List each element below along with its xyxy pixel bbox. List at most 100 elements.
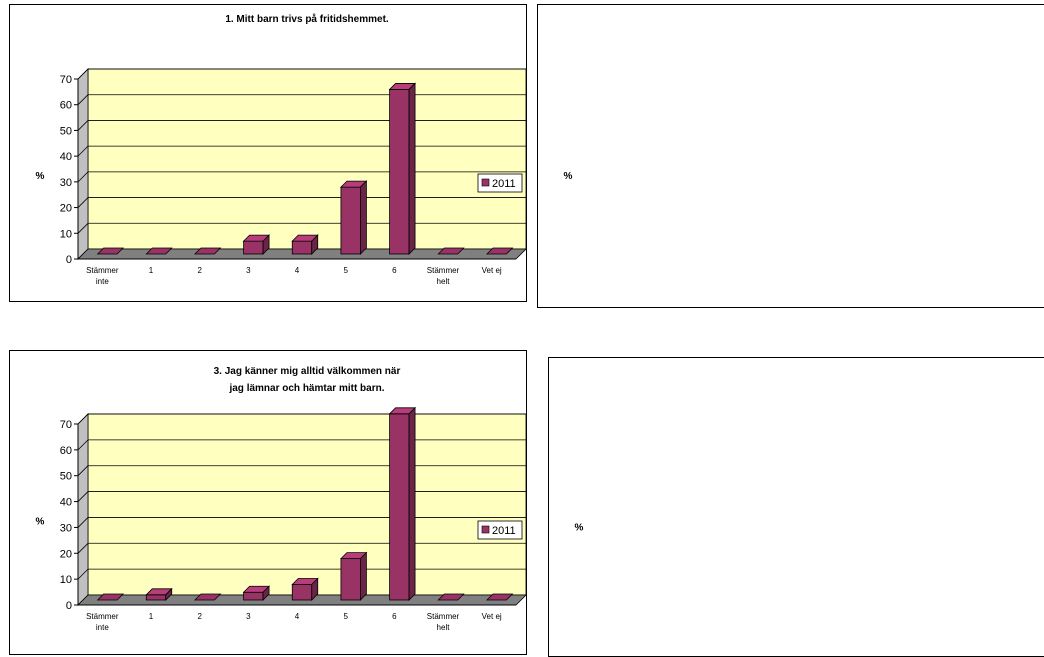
y-tick-label: 40 [60, 151, 72, 163]
x-tick-label: 1 [149, 266, 154, 275]
gridline-side [77, 439, 89, 451]
y-tick-label: 30 [60, 177, 72, 189]
gridline-side [77, 68, 89, 80]
chart-panel-4: 010203040506070%Stämmerinte123456Stämmer… [548, 357, 1044, 657]
y-tick-label: 50 [60, 471, 72, 483]
chart-2-svg: 010203040506070%Stämmerinte123456Stämmer… [564, 171, 573, 182]
legend-swatch [481, 178, 490, 187]
y-tick-label: 40 [60, 497, 72, 509]
x-tick-label: 3 [246, 266, 251, 275]
x-tick-label: Stämmer [427, 612, 460, 621]
gridline-side [77, 517, 89, 528]
y-tick-label: 60 [60, 100, 72, 112]
plot-back-wall [87, 68, 526, 250]
x-tick-label: inte [96, 623, 109, 632]
bar-zero [96, 593, 125, 601]
y-tick-label: 60 [60, 445, 72, 457]
legend-label: 2011 [492, 178, 516, 190]
x-tick-label: Stämmer [427, 266, 460, 275]
gridline-side [77, 413, 89, 425]
bar-side [408, 406, 416, 601]
x-tick-label: Vet ej [482, 612, 502, 621]
bar [291, 584, 313, 601]
y-axis-label: % [36, 517, 45, 528]
x-tick-label: inte [96, 277, 109, 286]
x-tick-label: Stämmer [86, 612, 119, 621]
y-tick-label: 10 [60, 228, 72, 240]
bar-side [262, 234, 270, 255]
gridline-side [77, 223, 89, 234]
x-tick-label: helt [437, 623, 451, 632]
bar-zero [145, 247, 173, 255]
gridline-side [77, 491, 89, 502]
y-tick-label: 70 [60, 74, 72, 86]
plot-back-wall [87, 413, 526, 596]
x-tick-label: 6 [392, 266, 397, 275]
chart-title: 1. Mitt barn trivs på fritidshemmet. [225, 13, 389, 25]
x-tick-label: 2 [197, 612, 202, 621]
gridline-side [77, 145, 89, 157]
chart-title: jag lämnar och hämtar mitt barn. [228, 383, 384, 394]
x-tick-label: Vet ej [482, 266, 502, 275]
y-tick-label: 20 [60, 203, 72, 215]
chart-panel-1: 0 10 20 30 40 50 60 70% Stämmer inte 1 2 3 4 5 6 Stämmer… [9, 4, 527, 302]
bar-zero [437, 247, 465, 255]
gridline-side [77, 94, 89, 105]
x-tick-label: 6 [392, 612, 397, 621]
plot-side-wall [77, 413, 89, 606]
gridline-side [77, 543, 89, 554]
chart-title: 3. Jag känner mig alltid välkommen när [214, 366, 401, 377]
plot-side-wall [77, 68, 89, 260]
bar-side [408, 82, 416, 255]
bar-zero [485, 247, 514, 255]
bar [243, 240, 264, 255]
bar [340, 186, 361, 255]
bar-side [359, 551, 367, 601]
bar [291, 240, 313, 255]
x-tick-label: 5 [343, 266, 348, 275]
bar-zero [96, 247, 125, 255]
bar-zero [485, 593, 514, 601]
bar-side [311, 577, 319, 601]
y-tick-label: 20 [60, 548, 72, 560]
bar [389, 89, 410, 255]
y-tick-label: 70 [60, 419, 72, 431]
y-tick-label: 30 [60, 522, 72, 534]
legend-label: 2011 [492, 525, 516, 537]
y-tick-label: 10 [60, 574, 72, 586]
y-axis-label: % [564, 171, 573, 182]
bar-zero [437, 593, 465, 601]
x-tick-label: 1 [149, 612, 154, 621]
chart-1-svg: 0 10 20 30 40 50 60 70% Stämmer inte 1 2 3 4 5 6 Stämmer… [36, 13, 526, 286]
chart-panel-2: 010203040506070%Stämmerinte123456Stämmer… [537, 4, 1044, 308]
x-tick-label: helt [437, 277, 451, 286]
bar [389, 413, 410, 601]
bar-zero [193, 593, 222, 601]
bar-side [262, 585, 270, 601]
y-axis-label: % [36, 171, 45, 182]
bar-side [359, 180, 367, 255]
bar [243, 591, 264, 601]
bar-side [311, 234, 319, 255]
chart-3-svg: 0 10 20 30 40 50 60 70% Stämmer inte 1 2 3 4 5 6 Stämmer… [36, 366, 526, 632]
x-tick-label: 4 [295, 612, 300, 621]
y-tick-label: 0 [66, 254, 72, 266]
gridline-side [77, 465, 89, 476]
gridline-side [77, 171, 89, 183]
x-tick-label: Stämmer [86, 266, 119, 275]
bar-zero [193, 247, 222, 255]
y-tick-label: 50 [60, 125, 72, 137]
chart-4-svg: 010203040506070%Stämmerinte123456Stämmer… [575, 523, 584, 534]
legend-swatch [481, 525, 490, 534]
legend-box [477, 520, 523, 540]
gridline-side [77, 568, 89, 580]
bar [340, 558, 361, 601]
x-tick-label: 3 [246, 612, 251, 621]
bar-side [165, 587, 173, 601]
x-tick-label: 4 [295, 266, 300, 275]
x-tick-label: 2 [197, 266, 202, 275]
bar [145, 594, 167, 601]
legend-box [477, 173, 523, 193]
y-axis-label: % [575, 523, 584, 534]
gridline-side [77, 197, 89, 208]
